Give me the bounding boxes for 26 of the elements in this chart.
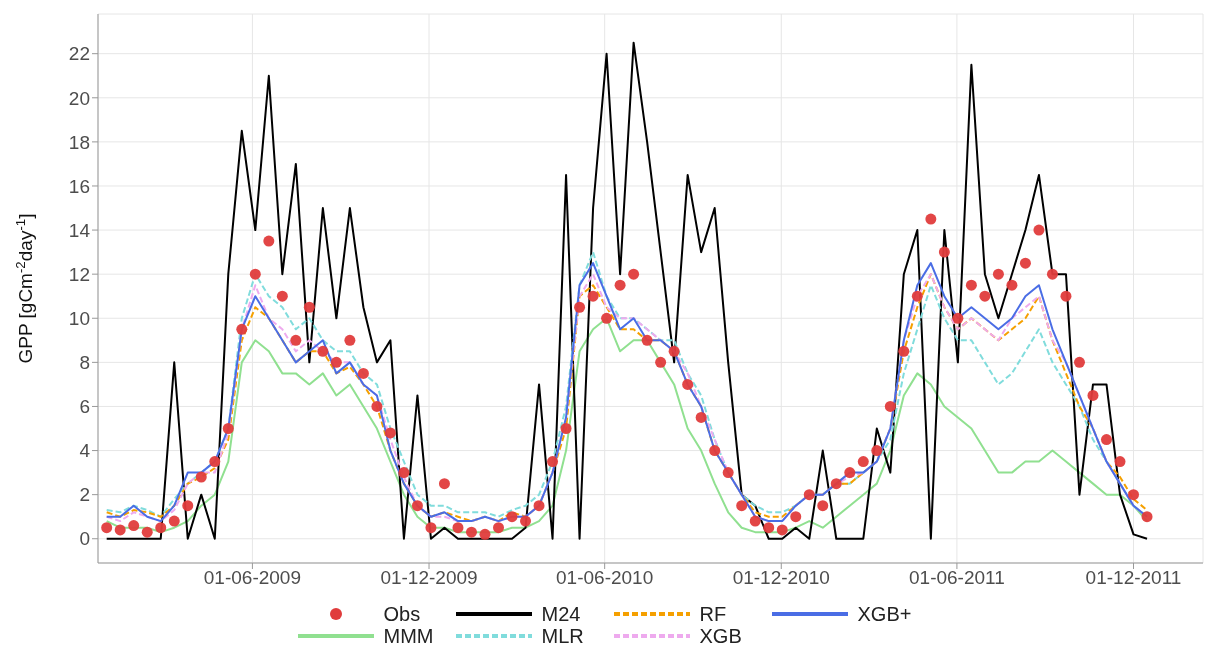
y-tick-label: 2 (79, 484, 90, 506)
legend-label: XGB+ (857, 602, 913, 626)
y-tick-label: 6 (79, 396, 90, 418)
y-tick-label: 22 (68, 43, 90, 65)
y-tick-label: 18 (68, 131, 90, 153)
legend-label: RF (699, 602, 728, 626)
x-tick-label: 01-12-2011 (1085, 567, 1182, 589)
y-tick-label: 16 (68, 175, 90, 197)
y-tick-label: 20 (68, 87, 90, 109)
x-tick-label: 01-06-2009 (203, 567, 302, 589)
legend-label: XGB (699, 624, 743, 648)
y-tick-label: 12 (68, 263, 90, 285)
x-tick-label: 01-12-2009 (380, 567, 478, 589)
y-tick-label: 14 (68, 219, 91, 241)
legend-label: MLR (541, 624, 585, 648)
y-tick-label: 0 (79, 528, 90, 550)
legend-label: Obs (383, 602, 422, 626)
legend-label: MMM (383, 624, 435, 648)
x-tick-label: 01-06-2010 (556, 567, 654, 589)
x-tick-label: 01-06-2011 (909, 567, 1005, 589)
y-tick-label: 8 (79, 352, 90, 374)
legend-label: M24 (541, 602, 582, 626)
line-series (105, 41, 1149, 540)
y-tick-label: 4 (79, 440, 91, 462)
y-tick-label: 10 (68, 308, 90, 330)
x-tick-label: 01-12-2010 (732, 567, 830, 589)
